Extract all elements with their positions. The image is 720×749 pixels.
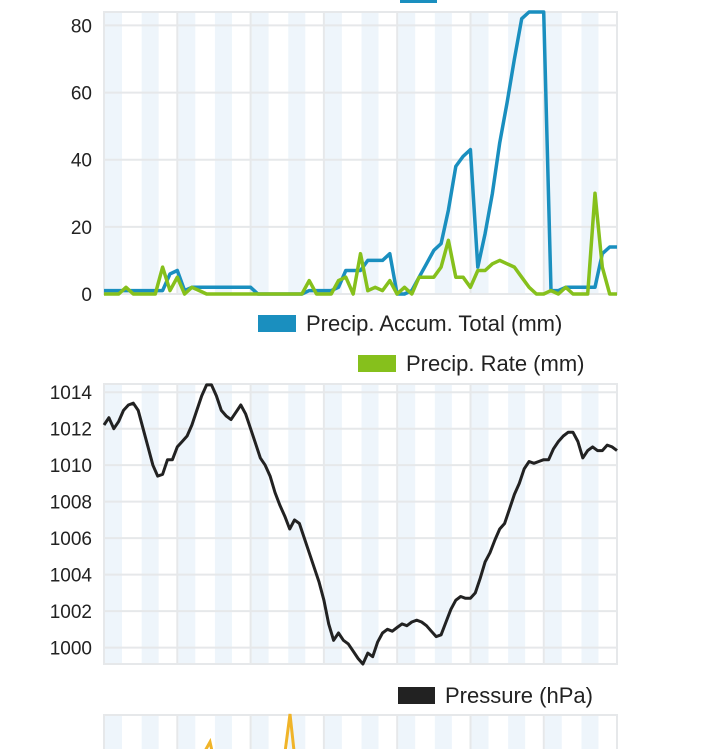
y-tick-label: 1002 <box>50 602 92 623</box>
precip-chart: 0 20 40 60 80 <box>71 10 618 306</box>
legend-label-pressure: Pressure (hPa) <box>445 683 593 708</box>
background-stripe <box>361 716 379 749</box>
y-tick-label: 1000 <box>50 639 92 660</box>
background-stripe <box>471 385 489 663</box>
background-stripe <box>544 385 562 663</box>
series-line <box>104 191 617 296</box>
background-stripe <box>581 385 599 663</box>
pressure-legend: Pressure (hPa) <box>398 683 593 708</box>
background-stripe <box>251 13 269 293</box>
background-stripe <box>434 385 452 663</box>
top-legend-swatch <box>400 0 437 3</box>
background-stripe <box>471 716 489 749</box>
background-stripe <box>508 13 526 293</box>
y-tick-label: 1012 <box>50 420 92 441</box>
background-stripe <box>251 716 269 749</box>
legend-label-accum: Precip. Accum. Total (mm) <box>306 311 562 336</box>
legend-label-rate: Precip. Rate (mm) <box>406 351 584 376</box>
background-stripe <box>398 385 416 663</box>
background-stripe <box>105 385 122 663</box>
background-stripe <box>178 716 196 749</box>
background-stripe <box>288 13 306 293</box>
background-stripe <box>288 385 306 663</box>
series-line <box>102 383 618 666</box>
background-stripe <box>105 716 122 749</box>
background-stripe <box>105 13 122 293</box>
background-stripe <box>398 13 416 293</box>
background-stripe <box>141 13 159 293</box>
legend-swatch-rate <box>358 355 396 372</box>
background-stripe <box>434 13 452 293</box>
background-stripe <box>508 385 526 663</box>
background-stripe <box>141 385 159 663</box>
legend-swatch-accum <box>258 315 296 332</box>
background-stripe <box>324 13 342 293</box>
background-stripe <box>361 385 379 663</box>
background-stripe <box>324 716 342 749</box>
background-stripe <box>178 385 196 663</box>
background-stripe <box>398 716 416 749</box>
background-stripe <box>214 716 232 749</box>
precip-legend: Precip. Accum. Total (mm) Precip. Rate (… <box>258 311 584 376</box>
background-stripe <box>508 716 526 749</box>
y-tick-label: 1004 <box>50 566 93 587</box>
pressure-chart: 1000 1002 1004 1006 1008 1010 1012 1014 <box>50 383 618 666</box>
background-stripe <box>544 716 562 749</box>
y-tick-label: 1010 <box>50 456 92 477</box>
background-stripe <box>178 13 196 293</box>
y-tick-label: 0 <box>81 285 92 306</box>
y-tick-label: 40 <box>71 151 92 172</box>
series-line <box>283 713 296 749</box>
background-stripe <box>214 385 232 663</box>
background-stripe <box>251 385 269 663</box>
background-stripe <box>434 716 452 749</box>
y-tick-label: 1006 <box>50 529 92 550</box>
background-stripe <box>141 716 159 749</box>
background-stripe <box>214 13 232 293</box>
y-tick-label: 80 <box>71 16 92 37</box>
background-stripe <box>324 385 342 663</box>
series-line <box>204 737 214 749</box>
y-tick-label: 60 <box>71 84 92 105</box>
legend-swatch-pressure <box>398 687 435 704</box>
y-tick-label: 20 <box>71 218 92 239</box>
y-tick-label: 1008 <box>50 493 92 514</box>
background-stripe <box>581 716 599 749</box>
y-tick-label: 1014 <box>50 383 93 404</box>
background-stripe <box>361 13 379 293</box>
partial-chart <box>103 713 618 749</box>
